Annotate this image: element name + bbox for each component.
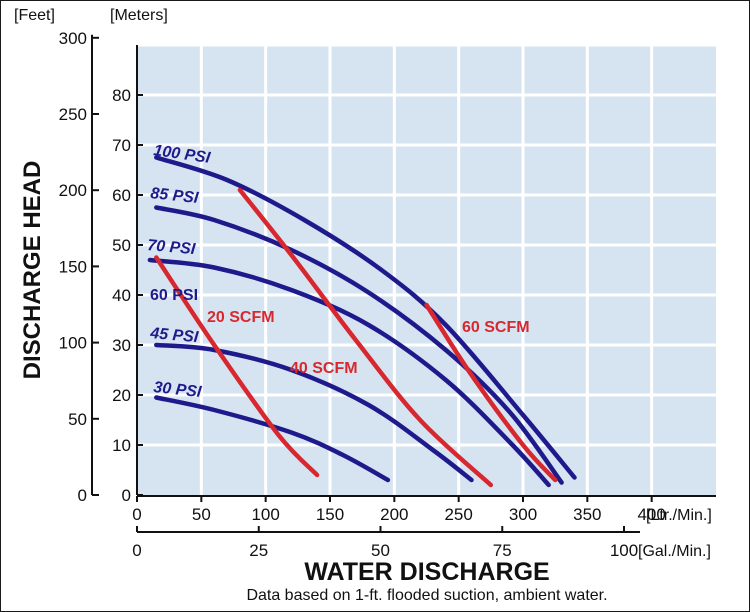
- psi-label-85-psi: 85 PSI: [150, 185, 200, 207]
- gpm-unit-label: [Gal./Min.]: [638, 543, 711, 560]
- gpm-tick-label: 0: [132, 541, 141, 560]
- meters-tick-label: 50: [112, 236, 131, 255]
- scfm-label-60-scfm: 60 SCFM: [462, 319, 530, 336]
- meters-tick-label: 80: [112, 86, 131, 105]
- gpm-tick-label: 100: [610, 541, 638, 560]
- feet-tick-label: 150: [59, 257, 87, 276]
- feet-tick-label: 300: [59, 29, 87, 48]
- gpm-tick-label: 50: [371, 541, 390, 560]
- meters-tick-label: 60: [112, 186, 131, 205]
- meters-tick-label: 70: [112, 136, 131, 155]
- psi-curve-85-psi: [154, 205, 564, 485]
- lpm-tick-label: 200: [380, 505, 408, 524]
- lpm-tick-label: 300: [509, 505, 537, 524]
- lpm-unit-label: [Ltr./Min.]: [646, 507, 712, 524]
- meters-tick-label: 30: [112, 336, 131, 355]
- feet-tick-label: 200: [59, 181, 87, 200]
- lpm-tick-label: 150: [316, 505, 344, 524]
- lpm-tick-label: 100: [251, 505, 279, 524]
- feet-tick-label: 0: [78, 486, 87, 505]
- feet-tick-label: 100: [59, 334, 87, 353]
- psi-curve-70-psi: [147, 257, 551, 488]
- scfm-label-40-scfm: 40 SCFM: [290, 360, 358, 377]
- lpm-tick-label: 250: [444, 505, 472, 524]
- psi-curve-45-psi: [154, 342, 474, 483]
- lpm-tick-label: 50: [192, 505, 211, 524]
- meters-tick-label: 20: [112, 386, 131, 405]
- psi-curve-30-psi: [154, 395, 391, 483]
- gpm-tick-label: 75: [493, 541, 512, 560]
- footnote: Data based on 1-ft. flooded suction, amb…: [246, 587, 607, 604]
- meters-tick-label: 40: [112, 286, 131, 305]
- scfm-curve-20-scfm: [154, 255, 320, 478]
- lpm-tick-label: 350: [573, 505, 601, 524]
- x-axis-title: WATER DISCHARGE: [304, 558, 549, 586]
- meters-tick-label: 0: [122, 486, 131, 505]
- lpm-tick-label: 0: [132, 505, 141, 524]
- feet-unit-label: [Feet]: [14, 7, 55, 24]
- feet-tick-label: 50: [68, 410, 87, 429]
- psi-label-30-psi: 30 PSI: [153, 379, 203, 401]
- psi-label-45-psi: 45 PSI: [149, 325, 200, 346]
- scfm-curve-40-scfm: [237, 187, 494, 488]
- lpm-tick-label: 400: [637, 505, 665, 524]
- y-axis-title: DISCHARGE HEAD: [19, 161, 46, 380]
- scfm-label-20-scfm: 20 SCFM: [207, 309, 275, 326]
- scfm-curve-60-scfm: [424, 302, 558, 483]
- meters-unit-label: [Meters]: [110, 7, 168, 24]
- psi-label-60-psi: 60 PSI: [150, 287, 198, 304]
- feet-tick-label: 250: [59, 105, 87, 124]
- meters-tick-label: 10: [112, 436, 131, 455]
- psi-label-70-psi: 70 PSI: [147, 237, 197, 258]
- psi-curve-100-psi: [154, 155, 577, 480]
- gpm-tick-label: 25: [249, 541, 268, 560]
